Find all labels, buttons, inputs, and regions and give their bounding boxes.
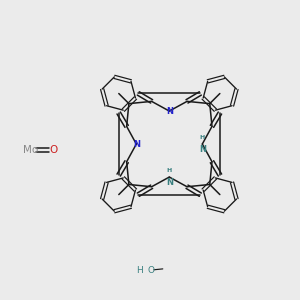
Text: H: H [136,266,143,275]
Text: N: N [133,140,140,148]
Text: Mo: Mo [23,145,39,155]
Text: O: O [148,266,155,275]
Text: H: H [167,169,172,173]
Text: O: O [50,145,58,155]
Text: N: N [166,106,173,116]
Text: N: N [166,178,173,187]
Text: N: N [199,145,206,154]
Text: H: H [200,136,205,140]
